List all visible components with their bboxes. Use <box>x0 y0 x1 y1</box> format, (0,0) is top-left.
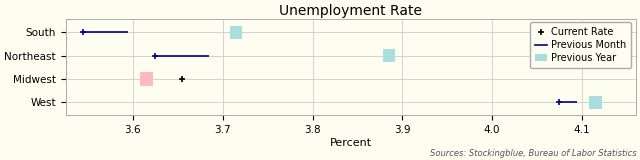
X-axis label: Percent: Percent <box>330 138 372 148</box>
Title: Unemployment Rate: Unemployment Rate <box>279 4 422 18</box>
Legend: Current Rate, Previous Month, Previous Year: Current Rate, Previous Month, Previous Y… <box>531 22 631 68</box>
Bar <box>140 72 152 86</box>
Text: Sources: Stockingblue, Bureau of Labor Statistics: Sources: Stockingblue, Bureau of Labor S… <box>430 149 637 158</box>
Bar <box>230 26 243 39</box>
Bar <box>383 49 395 62</box>
Bar <box>589 96 602 109</box>
